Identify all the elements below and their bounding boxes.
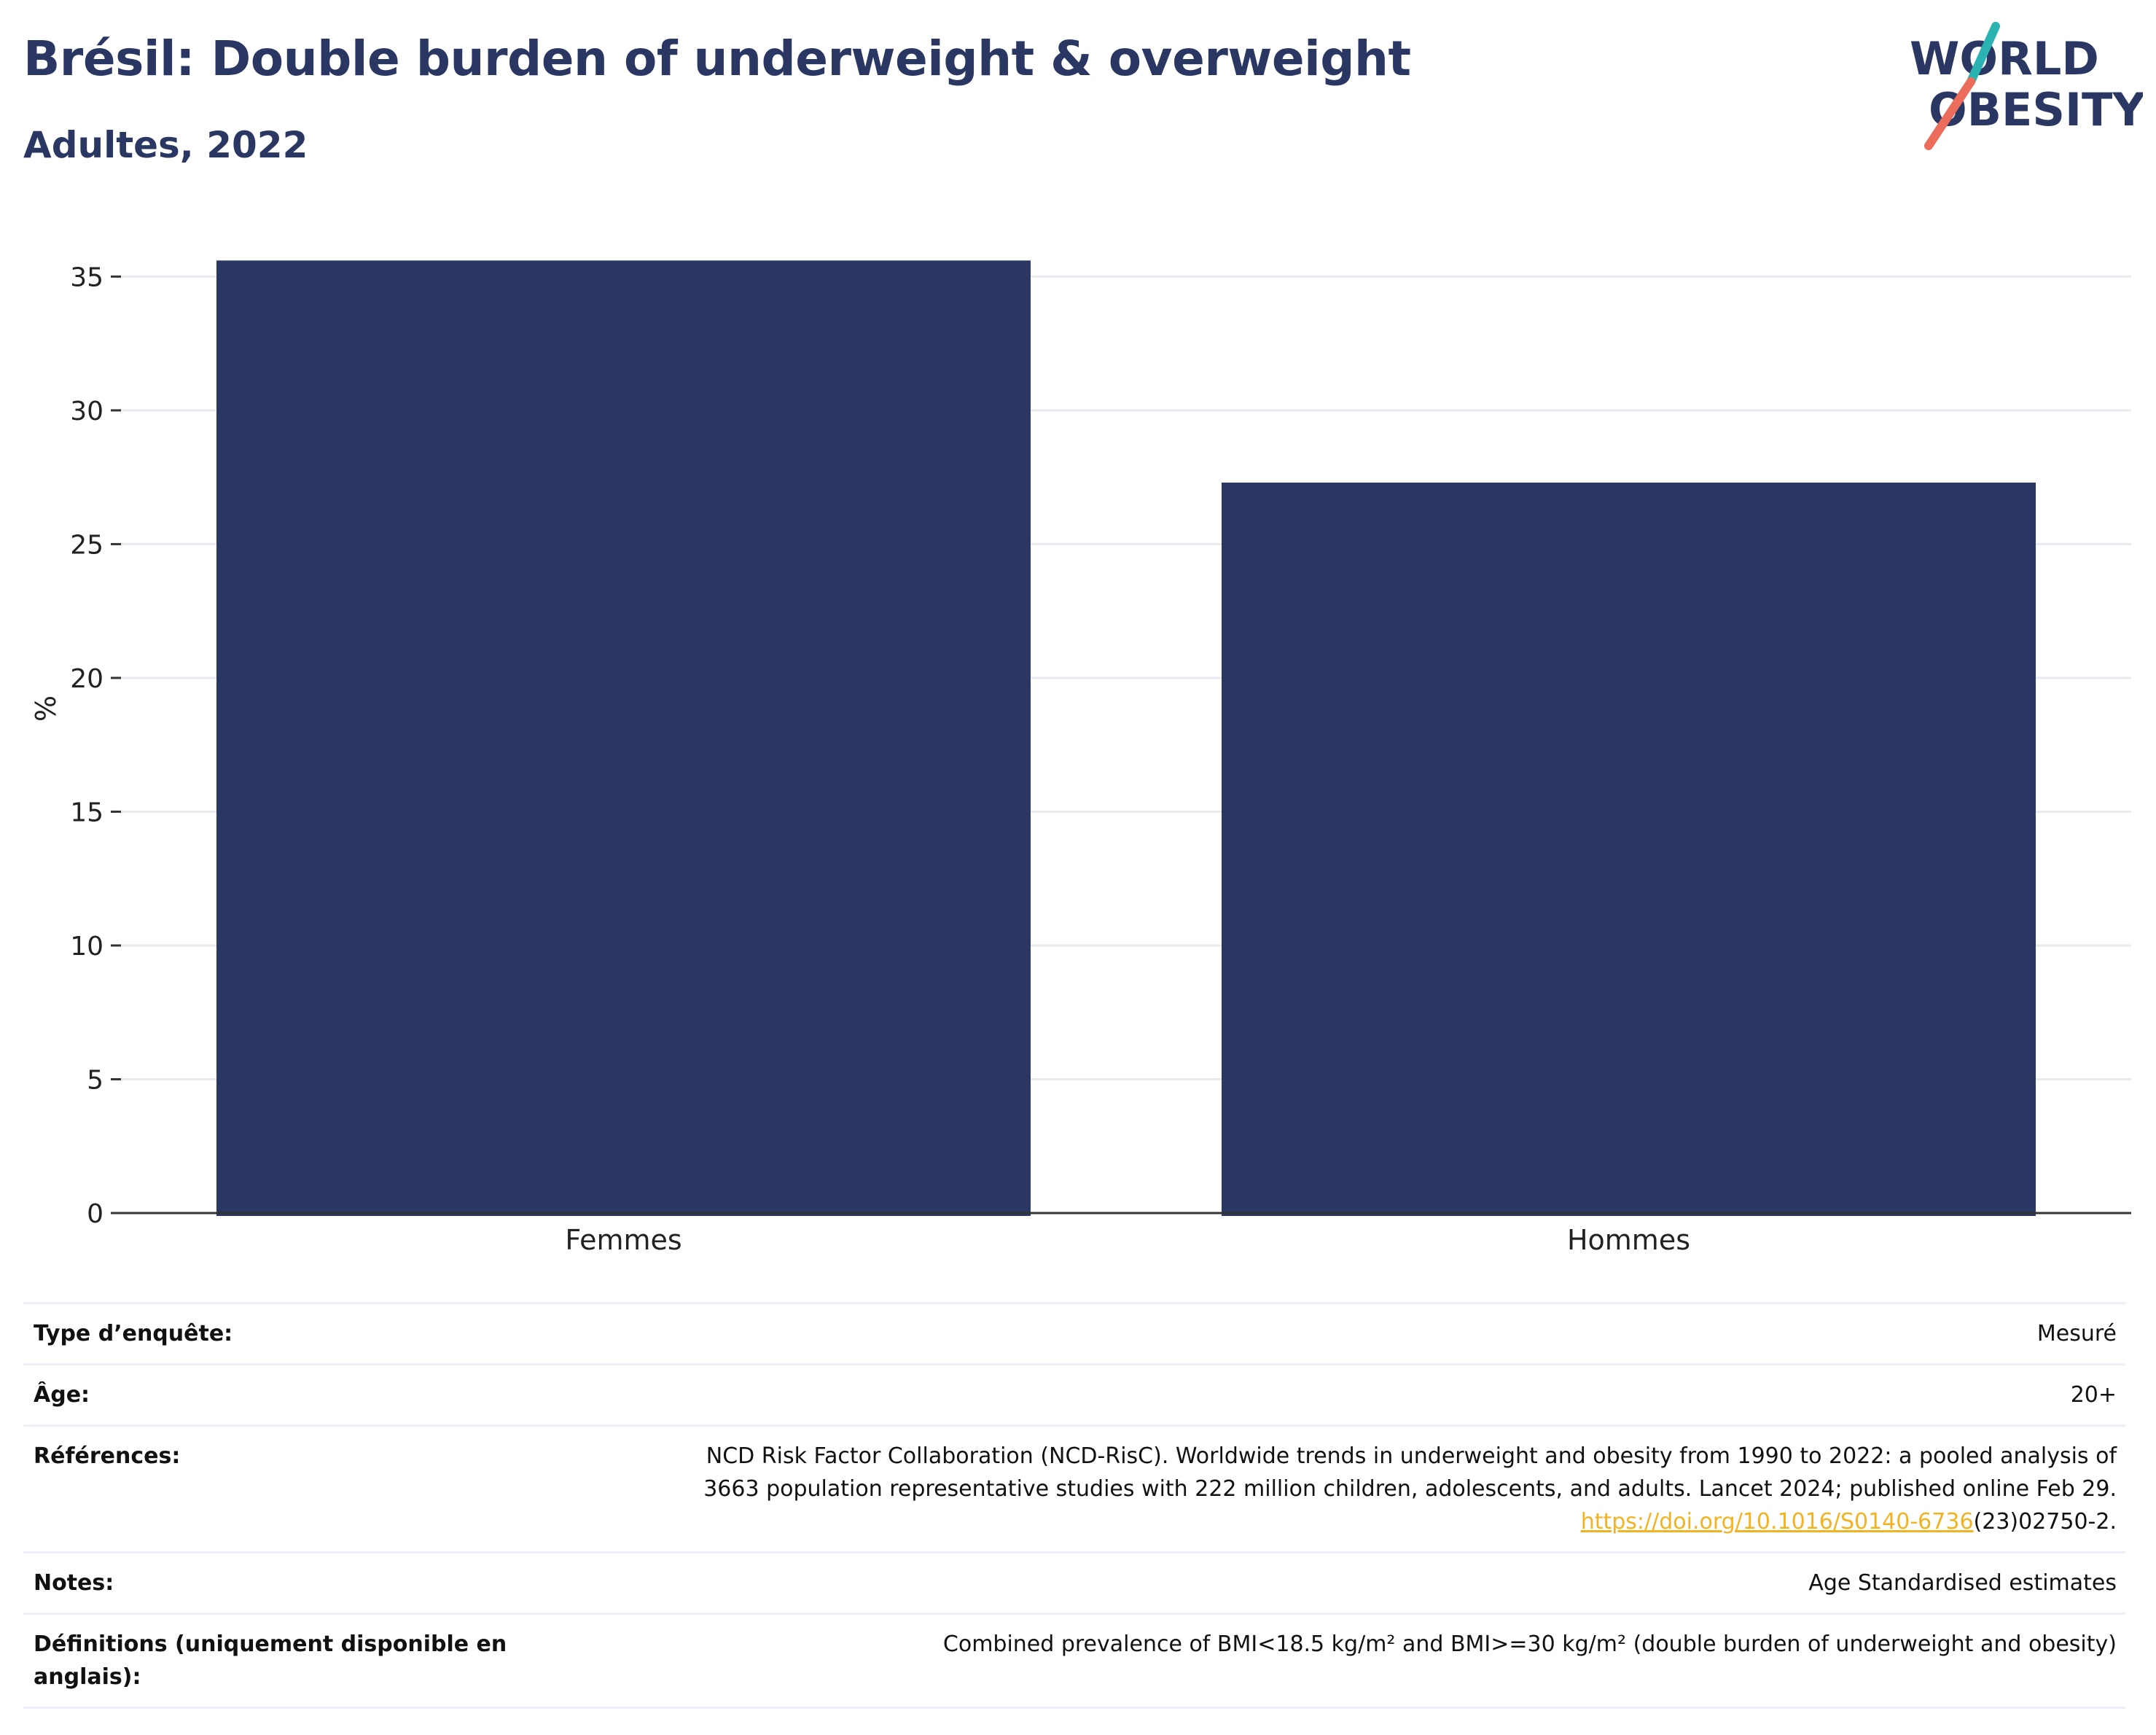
- metadata-value: Combined prevalence of BMI<18.5 kg/m² an…: [516, 1613, 2125, 1709]
- axes: 0 5 10 15 20 25 30 35 Femmes Hommes: [70, 262, 2131, 1256]
- y-tick-label: 30: [70, 397, 103, 426]
- metadata-label: Notes:: [23, 1551, 516, 1614]
- chart-title: Brésil: Double burden of underweight & o…: [23, 31, 1411, 87]
- metadata-label: Références:: [23, 1424, 516, 1553]
- bar-chart: 0 5 10 15 20 25 30 35 Femmes Hommes %: [30, 260, 2131, 1256]
- y-tick-label: 35: [70, 262, 103, 292]
- world-obesity-logo: WORLD OBESITY: [1910, 22, 2143, 150]
- logo-teal-stroke: [1966, 22, 2000, 86]
- reference-line-2: 3663 population representative studies w…: [703, 1476, 2117, 1502]
- metadata-value: 20+: [516, 1363, 2125, 1426]
- y-tick-label: 5: [87, 1065, 103, 1095]
- bar-femmes[interactable]: [216, 260, 1031, 1216]
- y-tick-label: 0: [87, 1199, 103, 1229]
- reference-line-1: NCD Risk Factor Collaboration (NCD-RisC)…: [706, 1443, 2117, 1469]
- metadata-label: Type d’enquête:: [23, 1302, 516, 1365]
- metadata-row-survey-type: Type d’enquête: Mesuré: [23, 1302, 2125, 1365]
- metadata-value: Age Standardised estimates: [516, 1551, 2125, 1614]
- metadata-value: Mesuré: [516, 1302, 2125, 1365]
- metadata-row-notes: Notes: Age Standardised estimates: [23, 1551, 2125, 1614]
- metadata-label: Âge:: [23, 1363, 516, 1426]
- metadata-row-references: Références: NCD Risk Factor Collaboratio…: [23, 1424, 2125, 1553]
- metadata-row-definitions: Définitions (uniquement disponible en an…: [23, 1613, 2125, 1709]
- chart-subtitle: Adultes, 2022: [23, 124, 308, 166]
- bars: [216, 260, 2036, 1216]
- logo-line-world: WORLD: [1910, 32, 2099, 85]
- y-tick-label: 15: [70, 798, 103, 827]
- metadata-value: NCD Risk Factor Collaboration (NCD-RisC)…: [516, 1424, 2125, 1553]
- bar-hommes[interactable]: [1222, 483, 2036, 1216]
- reference-line-3: https://doi.org/10.1016/S0140-6736(23)02…: [526, 1505, 2117, 1538]
- x-category-label: Femmes: [565, 1224, 681, 1256]
- doi-suffix: (23)02750-2.: [1973, 1509, 2117, 1535]
- metadata-row-age: Âge: 20+: [23, 1363, 2125, 1426]
- doi-link[interactable]: https://doi.org/10.1016/S0140-6736: [1580, 1509, 1974, 1535]
- y-tick-label: 25: [70, 530, 103, 560]
- logo-coral-stroke: [1924, 77, 1975, 150]
- x-category-label: Hommes: [1567, 1224, 1690, 1256]
- y-axis-title: %: [30, 695, 62, 722]
- y-tick-label: 10: [70, 932, 103, 962]
- metadata-table: Type d’enquête: Mesuré Âge: 20+ Référenc…: [23, 1302, 2125, 1709]
- metadata-label: Définitions (uniquement disponible en an…: [23, 1613, 516, 1709]
- y-tick-label: 20: [70, 664, 103, 694]
